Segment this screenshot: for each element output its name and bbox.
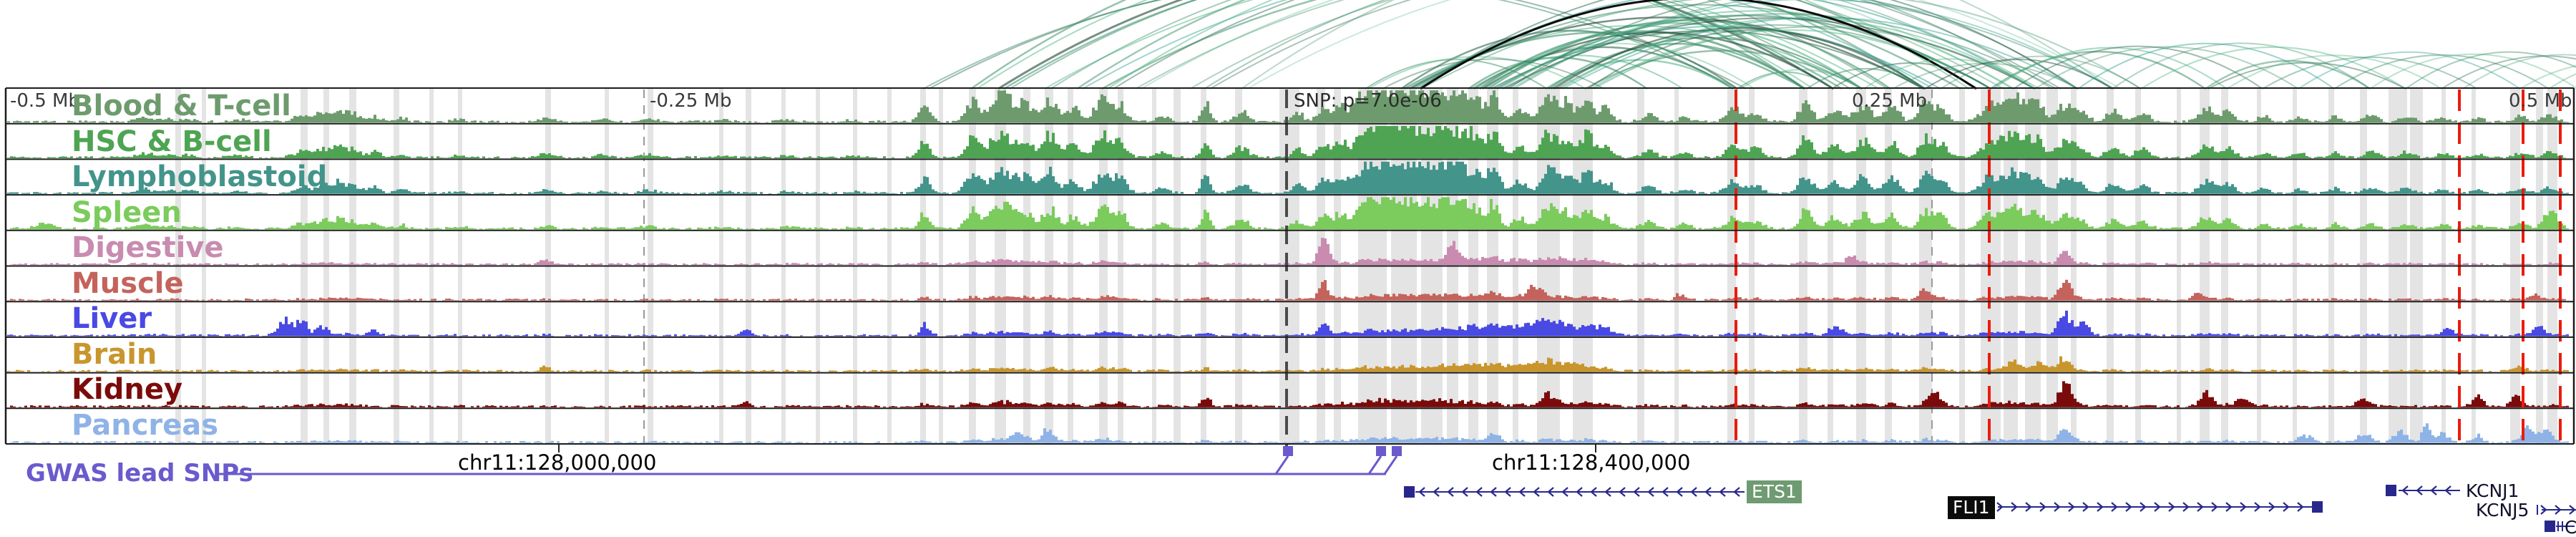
- signal-lymphoblastoid: [7, 161, 2569, 194]
- signal-blood-t-cell: [7, 90, 2569, 123]
- signal-liver: [7, 310, 2569, 337]
- signal-tracks: [7, 90, 2569, 443]
- track-borders: [4, 87, 2575, 445]
- gene-exon: [2545, 521, 2555, 532]
- gwas-snp-marker: [1283, 446, 1293, 456]
- gwas-snp-marker: [1376, 446, 1386, 456]
- gene-exon: [2386, 485, 2396, 496]
- signal-spleen: [7, 197, 2569, 230]
- red-dashed-lines: [1735, 90, 2562, 448]
- gene-exon: [1404, 486, 1415, 498]
- gwas-snp-marker: [1392, 446, 1402, 456]
- gene-annotations: [1404, 485, 2576, 532]
- signal-hsc-b-cell: [7, 126, 2569, 158]
- interaction-arcs: [922, 0, 2576, 90]
- gwas-lead-snps-track: [217, 446, 1402, 475]
- signal-muscle: [7, 279, 2569, 301]
- gene-exon: [2312, 501, 2323, 513]
- signal-kidney: [7, 381, 2569, 407]
- signal-pancreas: [7, 423, 2569, 443]
